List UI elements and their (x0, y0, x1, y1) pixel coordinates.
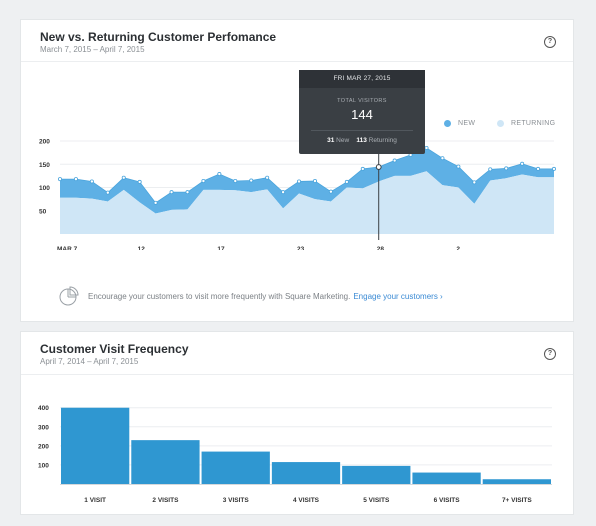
y-tick-label: 400 (38, 405, 49, 412)
x-tick-label: 7+ VISITS (502, 497, 532, 504)
y-tick-label: 100 (39, 185, 50, 192)
data-point (137, 179, 142, 184)
y-tick-label: 50 (39, 208, 47, 215)
data-point (520, 161, 525, 166)
data-point (58, 177, 63, 182)
y-tick-label: 200 (39, 139, 50, 146)
y-tick-label: 150 (39, 162, 50, 169)
total-line (60, 147, 554, 204)
series-new-area (60, 147, 554, 214)
new-vs-returning-card: New vs. Returning Customer Perfomance Ma… (21, 20, 573, 321)
bar (271, 462, 341, 484)
header-divider (21, 374, 573, 375)
data-point (201, 178, 206, 183)
data-point (105, 190, 110, 195)
bar (131, 440, 200, 484)
engage-customers-link[interactable]: Engage your customers › (353, 291, 443, 301)
legend-new-swatch (444, 120, 451, 127)
date-range: March 7, 2015 – April 7, 2015 (40, 45, 145, 54)
x-tick-label: 5 VISITS (363, 497, 390, 504)
tooltip-new-count: 31 (327, 137, 335, 144)
data-point (265, 175, 270, 180)
data-point (328, 189, 333, 194)
bar (412, 472, 481, 484)
x-tick-label: 12 (138, 246, 146, 250)
data-point (217, 172, 222, 177)
data-point (281, 190, 286, 195)
legend-new: NEW (444, 120, 475, 127)
y-tick-label: 300 (38, 424, 49, 431)
data-point (89, 179, 94, 184)
bar-chart: 100 200 300 400 1 VISIT 2 VISITS 3 VISITS 4 VIS… (38, 405, 552, 504)
data-point (73, 177, 78, 182)
chart-tooltip: FRI MAR 27, 2015 TOTAL VISITORS 144 31 N… (299, 70, 425, 154)
data-point (536, 166, 541, 171)
data-point (552, 166, 557, 171)
data-point (233, 178, 238, 183)
bar (61, 407, 130, 484)
bar (201, 451, 270, 484)
marketing-promo: Encourage your customers to visit more f… (59, 286, 443, 306)
question-circle-icon[interactable]: ? (544, 348, 556, 360)
legend-returning: RETURNING (497, 120, 555, 127)
x-tick-label: 2 (456, 246, 460, 250)
question-circle-icon[interactable]: ? (544, 36, 556, 48)
data-point (249, 178, 254, 183)
data-point (312, 178, 317, 183)
tooltip-divider (311, 130, 413, 131)
data-point (440, 156, 445, 161)
x-tick-label: 1 VISIT (84, 497, 106, 504)
x-tick-label: 17 (217, 246, 225, 250)
data-point (121, 175, 126, 180)
x-tick-label: 3 VISITS (223, 497, 250, 504)
tooltip-breakdown: 31 New 113 Returning (299, 137, 425, 144)
x-tick-label: 28 (377, 246, 385, 250)
tooltip-returning-label: Returning (368, 137, 397, 144)
card-title: Customer Visit Frequency (40, 342, 189, 356)
x-tick-label: 23 (297, 246, 305, 250)
tooltip-date: FRI MAR 27, 2015 (299, 70, 425, 88)
x-tick-label: 2 VISITS (152, 497, 179, 504)
data-point (344, 179, 349, 184)
promo-text: Encourage your customers to visit more f… (88, 291, 351, 301)
data-point (185, 190, 190, 195)
data-point (488, 167, 493, 172)
legend-returning-label: RETURNING (511, 120, 556, 127)
visit-frequency-card: Customer Visit Frequency April 7, 2014 –… (21, 332, 573, 514)
tooltip-label: TOTAL VISITORS (337, 98, 387, 104)
bar (482, 479, 551, 484)
data-point (456, 164, 461, 169)
series-returning-area (60, 171, 554, 234)
pie-chart-icon (59, 286, 79, 306)
legend-returning-swatch (497, 120, 504, 127)
card-title: New vs. Returning Customer Perfomance (40, 30, 277, 44)
data-point (504, 166, 509, 171)
header-divider (21, 61, 573, 62)
tooltip-returning-count: 113 (356, 137, 367, 144)
bar (342, 465, 411, 484)
tooltip-new-label: New (336, 137, 350, 144)
area-chart: 50 100 150 200 MAR 7 12 17 23 28 2 (39, 133, 557, 250)
y-tick-label: 100 (38, 462, 49, 469)
y-tick-label: 200 (38, 443, 49, 450)
data-point (424, 145, 429, 150)
data-point (169, 190, 174, 195)
x-tick-label: MAR 7 (57, 246, 78, 250)
data-point (392, 158, 397, 163)
data-point (472, 180, 477, 185)
data-point (360, 166, 365, 171)
date-range: April 7, 2014 – April 7, 2015 (40, 357, 139, 366)
x-tick-label: 4 VISITS (293, 497, 320, 504)
tooltip-total: 144 (351, 107, 373, 122)
data-point (153, 200, 158, 205)
legend-new-label: NEW (458, 120, 476, 127)
highlight-point (375, 164, 382, 170)
data-point (297, 179, 302, 184)
x-tick-label: 6 VISITS (434, 497, 461, 504)
